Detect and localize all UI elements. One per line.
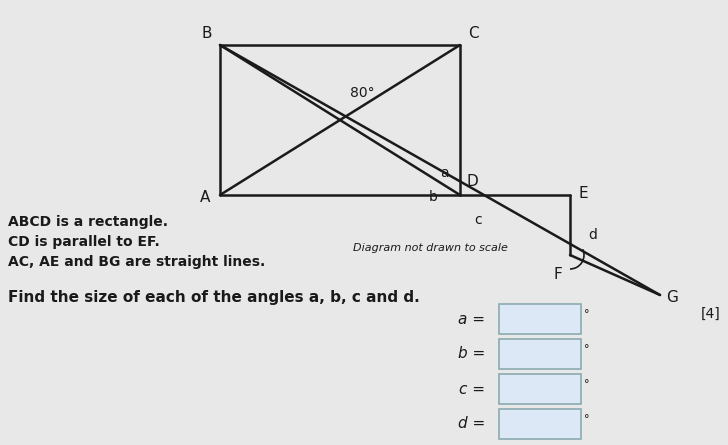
Text: G: G: [666, 290, 678, 304]
FancyBboxPatch shape: [499, 304, 581, 334]
Text: E: E: [578, 186, 587, 201]
Text: Diagram not drawn to scale: Diagram not drawn to scale: [352, 243, 507, 253]
FancyBboxPatch shape: [499, 374, 581, 404]
Text: b: b: [429, 190, 438, 204]
Text: d =: d =: [458, 417, 485, 432]
Text: C: C: [468, 26, 478, 41]
Text: [4]: [4]: [700, 307, 720, 321]
Text: °: °: [584, 344, 590, 354]
Text: °: °: [584, 379, 590, 389]
Text: d: d: [588, 228, 597, 242]
Text: °: °: [584, 414, 590, 424]
Text: CD is parallel to EF.: CD is parallel to EF.: [8, 235, 159, 249]
Text: B: B: [202, 26, 212, 41]
Text: a =: a =: [458, 312, 485, 327]
FancyBboxPatch shape: [499, 339, 581, 369]
Text: ABCD is a rectangle.: ABCD is a rectangle.: [8, 215, 168, 229]
Text: c: c: [474, 213, 482, 227]
Text: °: °: [584, 309, 590, 319]
Text: Find the size of each of the angles a, b, c and d.: Find the size of each of the angles a, b…: [8, 290, 420, 305]
Text: a: a: [440, 166, 448, 180]
FancyBboxPatch shape: [499, 409, 581, 439]
Text: c =: c =: [459, 381, 485, 396]
Text: 80°: 80°: [350, 86, 375, 100]
Text: D: D: [466, 174, 478, 189]
Text: F: F: [553, 267, 562, 282]
Text: A: A: [199, 190, 210, 205]
Text: b =: b =: [458, 347, 485, 361]
Text: AC, AE and BG are straight lines.: AC, AE and BG are straight lines.: [8, 255, 265, 269]
